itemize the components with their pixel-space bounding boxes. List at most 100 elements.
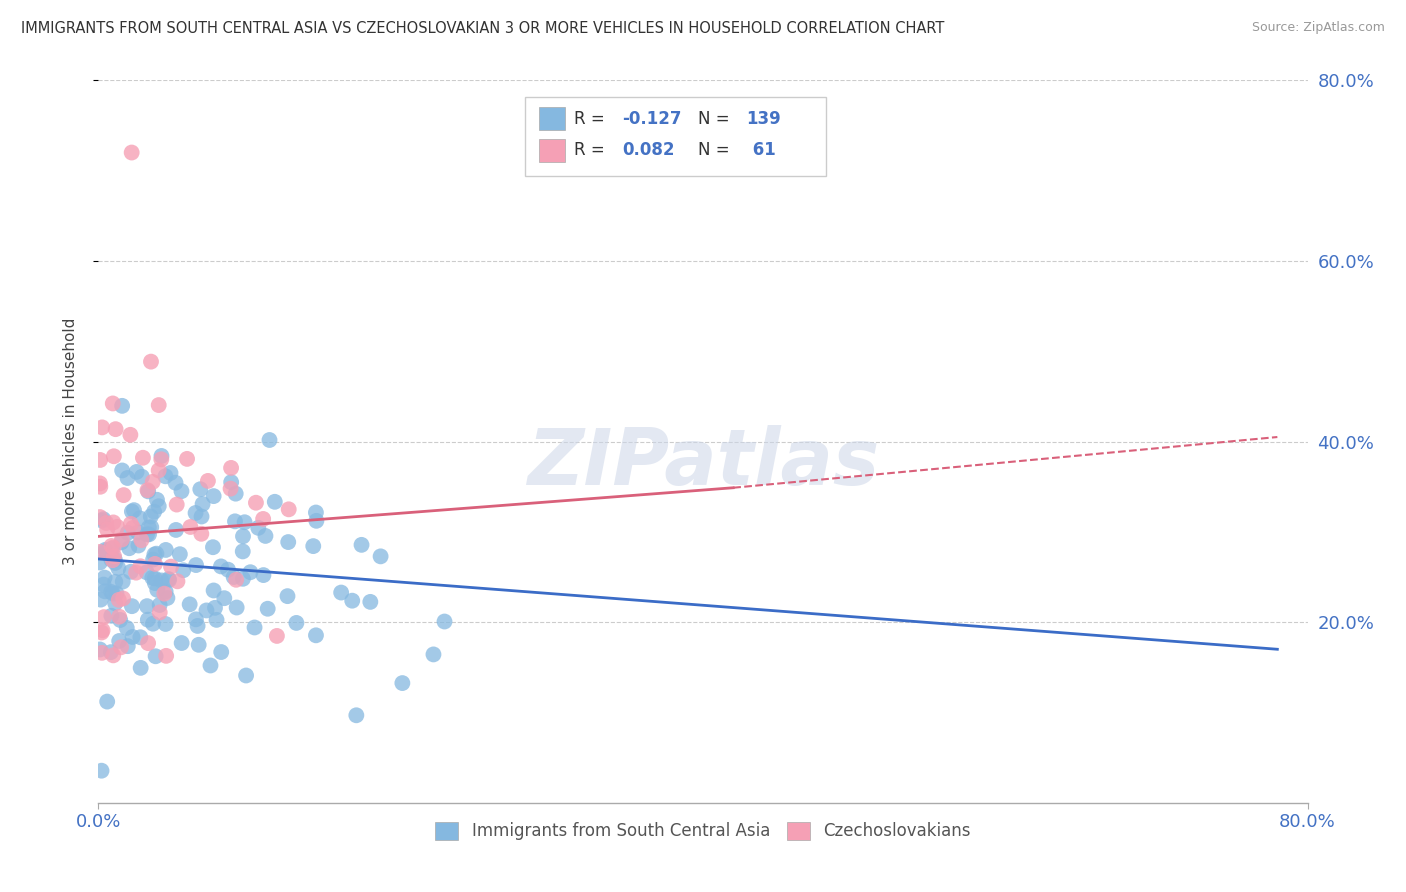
Point	[170, 484, 193, 499]
Point	[89, 480, 111, 494]
Text: 0.082: 0.082	[621, 141, 675, 160]
Point	[112, 591, 135, 606]
Point	[103, 648, 125, 663]
Point	[142, 616, 165, 631]
Point	[89, 556, 111, 570]
Point	[120, 427, 142, 442]
Point	[101, 553, 124, 567]
Point	[201, 540, 224, 554]
Text: 139: 139	[747, 110, 782, 128]
Point	[252, 568, 274, 582]
Point	[90, 592, 112, 607]
Point	[330, 585, 353, 599]
Point	[179, 520, 201, 534]
Point	[149, 598, 172, 612]
Point	[142, 475, 165, 489]
Text: N =: N =	[699, 110, 735, 128]
Point	[266, 629, 288, 643]
Point	[129, 630, 152, 644]
Point	[155, 584, 177, 599]
Point	[148, 398, 170, 412]
Text: ZIPatlas: ZIPatlas	[527, 425, 879, 501]
Legend: Immigrants from South Central Asia, Czechoslovakians: Immigrants from South Central Asia, Czec…	[427, 814, 979, 848]
Point	[305, 514, 328, 528]
Point	[127, 525, 149, 540]
Point	[145, 649, 167, 664]
Point	[103, 516, 125, 530]
Point	[111, 399, 134, 413]
Point	[105, 586, 128, 600]
Point	[195, 603, 218, 617]
Point	[90, 625, 112, 640]
Point	[89, 453, 111, 467]
Text: IMMIGRANTS FROM SOUTH CENTRAL ASIA VS CZECHOSLOVAKIAN 3 OR MORE VEHICLES IN HOUS: IMMIGRANTS FROM SOUTH CENTRAL ASIA VS CZ…	[21, 21, 945, 36]
Point	[89, 545, 111, 559]
Point	[108, 634, 131, 648]
Y-axis label: 3 or more Vehicles in Household: 3 or more Vehicles in Household	[63, 318, 77, 566]
Point	[136, 599, 159, 614]
Point	[157, 573, 180, 587]
Point	[232, 544, 254, 558]
Point	[96, 523, 118, 537]
Point	[305, 506, 328, 520]
Point	[188, 482, 211, 496]
Point	[104, 596, 127, 610]
Point	[136, 527, 159, 541]
Point	[254, 529, 277, 543]
Point	[391, 676, 413, 690]
Point	[165, 475, 187, 490]
Point	[96, 516, 118, 530]
Point	[115, 621, 138, 635]
Point	[205, 613, 228, 627]
Point	[94, 544, 117, 558]
Point	[187, 619, 209, 633]
Point	[143, 548, 166, 562]
Point	[100, 539, 122, 553]
Point	[103, 549, 125, 564]
Point	[91, 514, 114, 528]
Point	[172, 563, 194, 577]
Point	[89, 510, 111, 524]
Point	[302, 539, 325, 553]
Point	[104, 422, 127, 436]
Point	[156, 591, 179, 605]
Point	[143, 505, 166, 519]
Point	[127, 539, 149, 553]
Point	[93, 571, 115, 585]
Point	[232, 529, 254, 543]
Point	[233, 515, 256, 529]
Point	[225, 600, 247, 615]
Point	[117, 639, 139, 653]
Point	[89, 642, 111, 657]
Point	[101, 396, 124, 410]
FancyBboxPatch shape	[538, 139, 565, 162]
Point	[155, 648, 177, 663]
Point	[93, 610, 115, 624]
Point	[155, 617, 177, 632]
Text: R =: R =	[574, 141, 610, 160]
Point	[135, 566, 157, 580]
Point	[94, 542, 117, 557]
Point	[141, 520, 163, 534]
Point	[149, 606, 172, 620]
Point	[224, 514, 246, 528]
Point	[108, 609, 131, 624]
Point	[91, 624, 114, 638]
Point	[370, 549, 392, 564]
FancyBboxPatch shape	[538, 107, 565, 130]
Point	[136, 613, 159, 627]
Point	[245, 496, 267, 510]
Point	[239, 565, 262, 579]
Point	[342, 593, 364, 607]
Point	[118, 541, 141, 556]
Point	[132, 450, 155, 465]
Point	[359, 595, 381, 609]
Point	[121, 504, 143, 518]
FancyBboxPatch shape	[526, 97, 827, 176]
Point	[190, 509, 212, 524]
Point	[100, 585, 122, 599]
Point	[129, 661, 152, 675]
Point	[90, 764, 112, 778]
Point	[128, 511, 150, 525]
Point	[136, 483, 159, 498]
